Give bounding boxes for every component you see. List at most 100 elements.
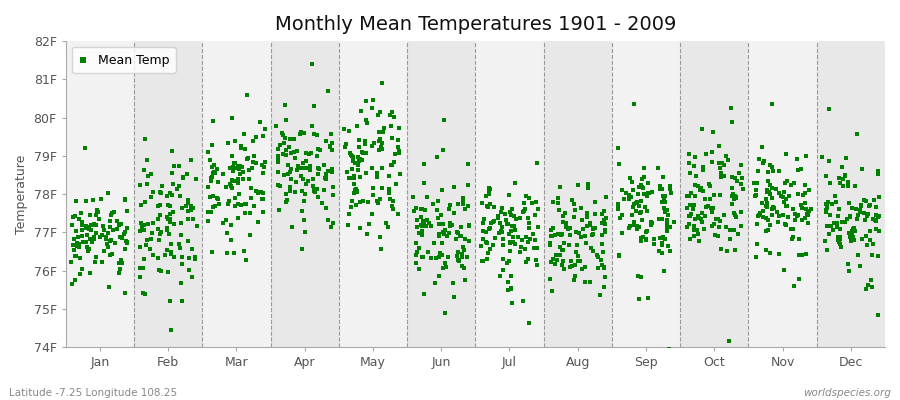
Mean Temp: [350, 153, 365, 160]
Mean Temp: [184, 246, 199, 252]
Mean Temp: [410, 224, 425, 230]
Mean Temp: [138, 222, 152, 229]
Mean Temp: [579, 240, 593, 246]
Mean Temp: [485, 242, 500, 248]
Mean Temp: [205, 204, 220, 210]
Mean Temp: [483, 225, 498, 231]
Mean Temp: [787, 180, 801, 186]
Mean Temp: [658, 199, 672, 205]
Mean Temp: [67, 242, 81, 248]
Mean Temp: [616, 196, 631, 202]
Mean Temp: [289, 179, 303, 185]
Mean Temp: [482, 185, 497, 191]
Mean Temp: [626, 219, 641, 226]
Mean Temp: [760, 215, 774, 222]
Mean Temp: [452, 257, 466, 264]
Mean Temp: [442, 230, 456, 237]
Mean Temp: [482, 204, 496, 210]
Mean Temp: [636, 191, 651, 197]
Mean Temp: [823, 211, 837, 218]
Mean Temp: [822, 158, 836, 165]
Mean Temp: [88, 259, 103, 265]
Mean Temp: [212, 179, 226, 185]
Mean Temp: [358, 141, 373, 148]
Mean Temp: [765, 203, 779, 210]
Mean Temp: [656, 267, 670, 274]
Mean Temp: [94, 196, 108, 202]
Mean Temp: [104, 250, 119, 257]
Mean Temp: [572, 258, 587, 264]
Mean Temp: [868, 216, 882, 223]
Mean Temp: [384, 162, 399, 168]
Mean Temp: [462, 222, 476, 229]
Mean Temp: [655, 250, 670, 256]
Mean Temp: [801, 209, 815, 215]
Mean Temp: [728, 247, 742, 253]
Mean Temp: [857, 210, 871, 216]
Mean Temp: [828, 193, 842, 200]
Mean Temp: [627, 222, 642, 228]
Mean Temp: [510, 234, 525, 240]
Mean Temp: [851, 212, 866, 218]
Mean Temp: [418, 206, 433, 213]
Mean Temp: [528, 212, 543, 218]
Mean Temp: [208, 170, 222, 176]
Mean Temp: [344, 152, 358, 158]
Mean Temp: [203, 208, 218, 215]
Mean Temp: [173, 193, 187, 199]
Mean Temp: [729, 194, 743, 200]
Mean Temp: [302, 162, 317, 169]
Mean Temp: [145, 230, 159, 236]
Mean Temp: [234, 202, 248, 208]
Mean Temp: [457, 236, 472, 242]
Mean Temp: [230, 200, 245, 207]
Mean Temp: [760, 226, 775, 233]
Mean Temp: [295, 160, 310, 166]
Mean Temp: [422, 220, 436, 226]
Mean Temp: [638, 204, 652, 210]
Mean Temp: [224, 222, 238, 228]
Mean Temp: [836, 176, 850, 182]
Mean Temp: [238, 257, 253, 263]
Mean Temp: [430, 206, 445, 213]
Mean Temp: [345, 165, 359, 172]
Mean Temp: [480, 255, 494, 262]
Mean Temp: [364, 105, 379, 111]
Mean Temp: [175, 261, 189, 268]
Mean Temp: [504, 273, 518, 279]
Mean Temp: [652, 183, 667, 189]
Mean Temp: [224, 185, 238, 192]
Mean Temp: [798, 214, 813, 221]
Mean Temp: [680, 224, 694, 230]
Mean Temp: [504, 212, 518, 218]
Mean Temp: [701, 181, 716, 188]
Mean Temp: [644, 188, 659, 195]
Mean Temp: [491, 214, 506, 221]
Mean Temp: [415, 228, 429, 235]
Mean Temp: [412, 230, 427, 236]
Mean Temp: [166, 181, 180, 188]
Mean Temp: [254, 189, 268, 195]
Mean Temp: [867, 197, 881, 204]
Mean Temp: [75, 233, 89, 239]
Mean Temp: [161, 202, 176, 208]
Mean Temp: [101, 230, 115, 236]
Mean Temp: [275, 151, 290, 158]
Mean Temp: [242, 231, 256, 238]
Mean Temp: [455, 201, 470, 208]
Mean Temp: [572, 230, 586, 236]
Mean Temp: [757, 158, 771, 164]
Mean Temp: [652, 235, 667, 241]
Mean Temp: [778, 180, 793, 186]
Mean Temp: [392, 171, 407, 177]
Mean Temp: [374, 185, 389, 192]
Mean Temp: [411, 266, 426, 272]
Mean Temp: [865, 252, 879, 258]
Mean Temp: [863, 228, 878, 234]
Mean Temp: [728, 193, 742, 199]
Mean Temp: [201, 208, 215, 215]
Mean Temp: [350, 189, 365, 195]
Mean Temp: [595, 210, 609, 217]
Mean Temp: [76, 239, 90, 245]
Mean Temp: [302, 151, 317, 158]
